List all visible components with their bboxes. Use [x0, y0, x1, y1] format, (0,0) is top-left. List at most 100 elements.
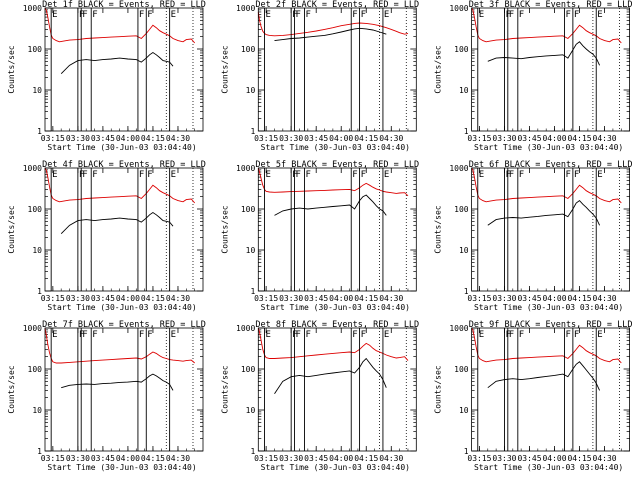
marker-label: F [296, 170, 301, 180]
marker-label: E [171, 330, 176, 340]
marker-label: E [52, 170, 57, 180]
x-tick-label: 03:15 [467, 294, 491, 303]
y-tick-label: 1 [250, 127, 255, 136]
x-tick-label: 03:30 [279, 134, 303, 143]
chart-title: Det 7f BLACK = Events, RED = LLD [42, 320, 206, 330]
marker-label: F [509, 170, 514, 180]
y-axis-label: Counts/sec [220, 205, 229, 253]
x-tick-label: 03:30 [66, 294, 90, 303]
series-events-line [60, 51, 174, 75]
chart-title: Det 1f BLACK = Events, RED = LLD [42, 0, 206, 10]
y-tick-label: 1000 [236, 164, 255, 173]
marker-label: E [265, 330, 270, 340]
y-tick-label: 1 [464, 127, 469, 136]
x-tick-label: 04:15 [141, 294, 165, 303]
x-tick-label: 04:00 [542, 134, 566, 143]
plot-frame [44, 167, 204, 292]
x-tick-label: 04:15 [354, 134, 378, 143]
x-tick-label: 04:15 [568, 294, 592, 303]
marker-label: F [566, 170, 571, 180]
marker-label: E [384, 330, 389, 340]
chart-title: Det 9f BLACK = Events, RED = LLD [469, 320, 633, 330]
x-tick-label: 04:00 [542, 454, 566, 463]
marker-label: F [519, 10, 524, 20]
marker-label: F [361, 170, 366, 180]
y-tick-label: 100 [241, 205, 256, 214]
marker-label: E [479, 330, 484, 340]
x-tick-label: 03:45 [304, 134, 328, 143]
x-tick-label: 04:30 [379, 454, 403, 463]
x-tick-label: 04:15 [354, 294, 378, 303]
x-tick-label: 03:45 [91, 294, 115, 303]
series-lld-line [257, 11, 409, 37]
x-tick-label: 04:00 [116, 294, 140, 303]
x-tick-label: 04:30 [593, 294, 617, 303]
chart-panel: Det 2f BLACK = Events, RED = LLD 1 10 100 10… [220, 0, 419, 152]
y-tick-label: 1000 [23, 324, 42, 333]
y-tick-label: 1000 [236, 4, 255, 13]
chart-title: Det 4f BLACK = Events, RED = LLD [42, 160, 206, 170]
x-axis-label: Start Time (30-Jun-03 03:04:40) [474, 463, 623, 472]
y-tick-label: 1000 [449, 324, 468, 333]
series-events-line [60, 211, 174, 235]
y-tick-label: 1 [464, 447, 469, 456]
y-tick-label: 1000 [23, 4, 42, 13]
y-tick-label: 100 [241, 365, 256, 374]
marker-label: F [139, 10, 144, 20]
y-tick-label: 1 [37, 127, 42, 136]
plot-frame [44, 7, 204, 132]
marker-label: F [139, 330, 144, 340]
x-tick-label: 04:00 [329, 454, 353, 463]
y-axis-label: Counts/sec [7, 45, 16, 93]
y-tick-label: 1 [464, 287, 469, 296]
x-tick-label: 03:30 [66, 454, 90, 463]
marker-label: E [597, 10, 602, 20]
x-tick-label: 04:00 [329, 134, 353, 143]
x-tick-label: 03:15 [254, 294, 278, 303]
x-tick-label: 03:45 [91, 134, 115, 143]
y-axis-label: Counts/sec [434, 45, 443, 93]
marker-label: F [574, 170, 579, 180]
marker-label: E [171, 170, 176, 180]
marker-label: E [384, 10, 389, 20]
x-tick-label: 03:30 [279, 294, 303, 303]
series-events-line [487, 41, 601, 66]
x-tick-label: 04:30 [593, 134, 617, 143]
y-tick-label: 1000 [449, 4, 468, 13]
y-tick-label: 10 [32, 86, 42, 95]
x-tick-label: 03:45 [91, 454, 115, 463]
y-axis-label: Counts/sec [434, 365, 443, 413]
marker-label: E [597, 330, 602, 340]
x-tick-label: 04:15 [141, 134, 165, 143]
series-events-line [274, 357, 387, 394]
x-axis-label: Start Time (30-Jun-03 03:04:40) [261, 463, 410, 472]
chart-panel: Det 3f BLACK = Events, RED = LLD 1 10 100 10… [434, 0, 633, 152]
plot-frame [257, 327, 417, 452]
marker-label: F [92, 10, 97, 20]
marker-label: F [519, 170, 524, 180]
chart-panel: Det 7f BLACK = Events, RED = LLD 1 10 100 10… [7, 320, 206, 472]
series-lld-line [471, 7, 622, 44]
series-lld-line [471, 327, 622, 364]
chart-title: Det 6f BLACK = Events, RED = LLD [469, 160, 633, 170]
x-tick-label: 03:30 [66, 134, 90, 143]
y-tick-label: 10 [459, 406, 469, 415]
x-tick-label: 04:15 [354, 454, 378, 463]
marker-label: F [306, 10, 311, 20]
marker-label: F [147, 170, 152, 180]
x-tick-label: 03:15 [467, 134, 491, 143]
marker-label: F [509, 330, 514, 340]
y-tick-label: 1 [250, 287, 255, 296]
y-tick-label: 100 [454, 365, 469, 374]
y-tick-label: 10 [246, 406, 256, 415]
marker-label: F [574, 10, 579, 20]
marker-label: E [265, 10, 270, 20]
plot-frame [44, 327, 204, 452]
marker-label: E [479, 10, 484, 20]
x-tick-label: 04:30 [166, 294, 190, 303]
series-lld-line [44, 167, 196, 204]
y-tick-label: 1 [37, 287, 42, 296]
marker-label: F [361, 330, 366, 340]
x-tick-label: 03:30 [492, 134, 516, 143]
x-tick-label: 04:30 [379, 294, 403, 303]
